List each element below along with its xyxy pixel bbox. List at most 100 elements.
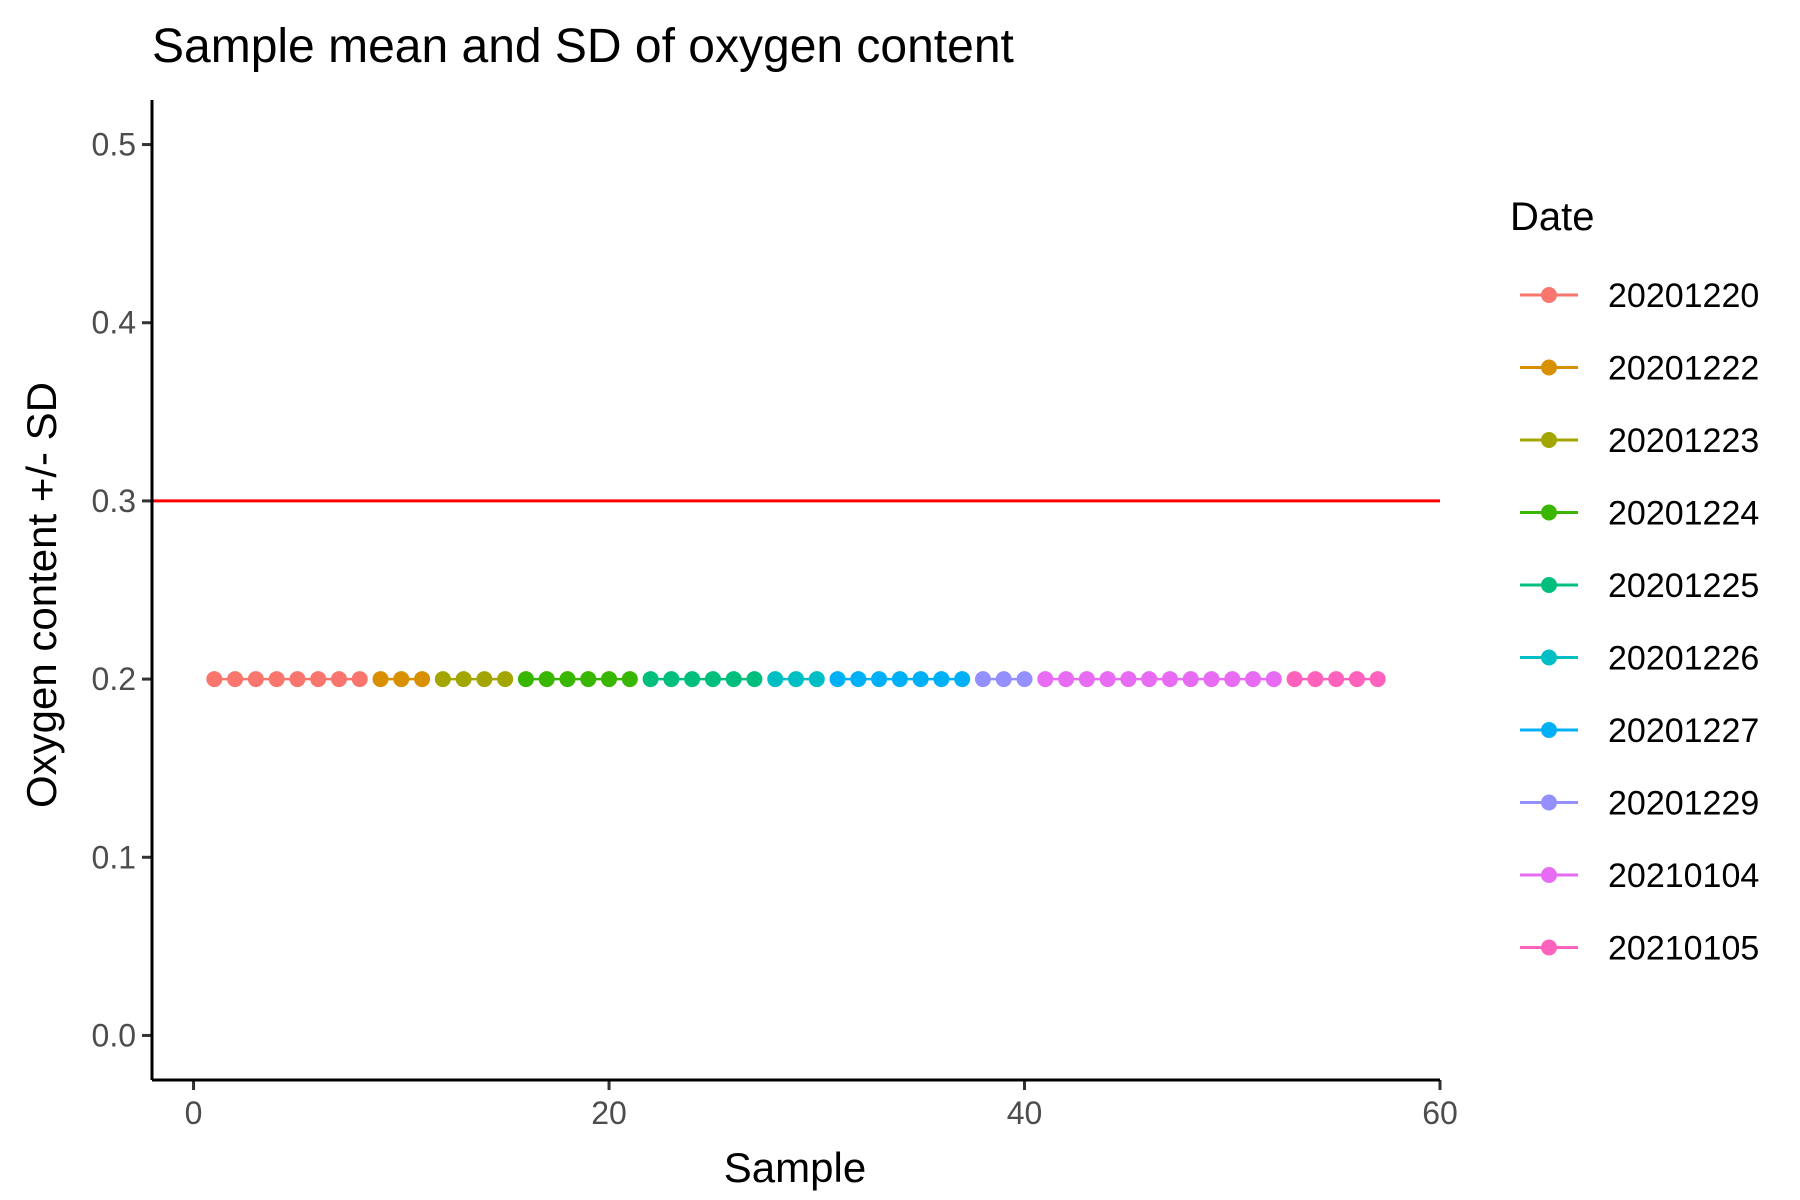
data-point	[684, 671, 701, 688]
x-tick-label: 40	[1007, 1095, 1043, 1131]
data-point	[933, 671, 950, 688]
data-point	[414, 671, 431, 688]
series-20201224	[517, 671, 638, 688]
x-tick-label: 20	[591, 1095, 627, 1131]
legend-key-point	[1541, 794, 1557, 811]
series-20201225	[642, 671, 763, 688]
series-20201220	[206, 671, 368, 688]
x-axis-ticks: 0 20 40 60	[185, 1080, 1458, 1131]
legend-item: 20210104	[1520, 857, 1759, 895]
legend-items: 20201220 20201222 20201223 20201224 20201225…	[1520, 277, 1759, 968]
legend-key-point	[1541, 577, 1557, 593]
data-point	[206, 671, 223, 688]
series-20201227	[829, 671, 971, 688]
legend-item: 20201220	[1520, 277, 1759, 315]
legend-label: 20201223	[1608, 422, 1759, 460]
data-point	[974, 671, 991, 688]
legend-item: 20210105	[1520, 930, 1759, 968]
y-axis-title: Oxygen content +/- SD	[18, 382, 65, 808]
legend-item: 20201225	[1520, 567, 1759, 605]
data-point	[1224, 671, 1241, 688]
legend-item: 20201223	[1520, 422, 1759, 460]
legend-label: 20201229	[1608, 785, 1759, 823]
data-point	[1307, 671, 1324, 688]
data-point	[621, 671, 638, 688]
data-point	[517, 671, 534, 688]
data-point	[1099, 671, 1116, 688]
series-20210104	[1037, 671, 1282, 688]
data-point	[330, 671, 347, 688]
chart-title: Sample mean and SD of oxygen content	[152, 20, 1014, 73]
data-point	[1141, 671, 1158, 688]
data-point	[455, 671, 472, 688]
data-point	[954, 671, 971, 688]
y-tick-label: 0.1	[92, 839, 136, 875]
y-axis-ticks: 0.0 0.1 0.2 0.3 0.4 0.5	[92, 127, 152, 1053]
data-point	[1078, 671, 1095, 688]
data-point	[580, 671, 597, 688]
data-point	[538, 671, 555, 688]
data-point	[289, 671, 306, 688]
data-point	[1369, 671, 1386, 688]
data-point	[1328, 671, 1345, 688]
series-20201222	[372, 671, 431, 688]
data-point	[788, 671, 804, 688]
data-point	[1265, 671, 1282, 688]
series-20201223	[434, 671, 514, 688]
legend-label: 20201227	[1608, 712, 1759, 750]
data-point	[434, 671, 451, 688]
legend-item: 20201222	[1520, 350, 1759, 388]
data-point	[393, 671, 410, 688]
data-point	[871, 671, 888, 688]
legend-key-point	[1541, 867, 1557, 883]
data-point	[1203, 671, 1220, 688]
legend-title: Date	[1510, 195, 1595, 239]
y-tick-label: 0.4	[92, 305, 136, 341]
data-point	[247, 671, 264, 688]
legend-label: 20210105	[1608, 930, 1759, 968]
plot-area	[152, 499, 1440, 688]
data-point	[497, 671, 514, 688]
data-point	[725, 671, 742, 688]
legend-key-point	[1541, 722, 1557, 738]
data-point	[912, 671, 929, 688]
data-point	[850, 671, 867, 688]
legend-item: 20201226	[1520, 640, 1759, 678]
legend-key-point	[1541, 432, 1557, 448]
data-point	[746, 671, 763, 688]
x-tick-label: 0	[185, 1095, 203, 1131]
data-point	[310, 671, 327, 688]
data-point	[351, 671, 368, 688]
legend-key-point	[1541, 287, 1557, 303]
data-point	[995, 671, 1012, 688]
legend-label: 20201225	[1608, 567, 1759, 605]
data-point	[476, 671, 493, 688]
data-point	[642, 671, 659, 688]
legend: Date 20201220202012222020122320201224202…	[1510, 195, 1759, 968]
data-point	[1182, 671, 1199, 688]
x-axis-title: Sample	[724, 1144, 866, 1191]
data-point	[808, 671, 825, 688]
data-point	[559, 671, 576, 688]
data-point	[891, 671, 908, 688]
data-point	[767, 671, 784, 688]
data-point	[704, 671, 721, 688]
data-point	[829, 671, 846, 688]
legend-item: 20201229	[1520, 785, 1759, 823]
legend-label: 20201224	[1608, 495, 1759, 533]
legend-label: 20210104	[1608, 857, 1759, 895]
data-point	[1348, 671, 1365, 688]
legend-key-point	[1541, 939, 1557, 956]
data-point	[372, 671, 389, 688]
data-point	[1245, 671, 1262, 688]
x-tick-label: 60	[1422, 1095, 1458, 1131]
legend-label: 20201220	[1608, 277, 1759, 315]
legend-label: 20201226	[1608, 640, 1759, 678]
legend-label: 20201222	[1608, 350, 1759, 388]
data-point	[227, 671, 244, 688]
legend-key-point	[1541, 504, 1557, 521]
series-20210105	[1286, 671, 1386, 688]
legend-item: 20201224	[1520, 495, 1759, 533]
data-point	[1120, 671, 1137, 688]
